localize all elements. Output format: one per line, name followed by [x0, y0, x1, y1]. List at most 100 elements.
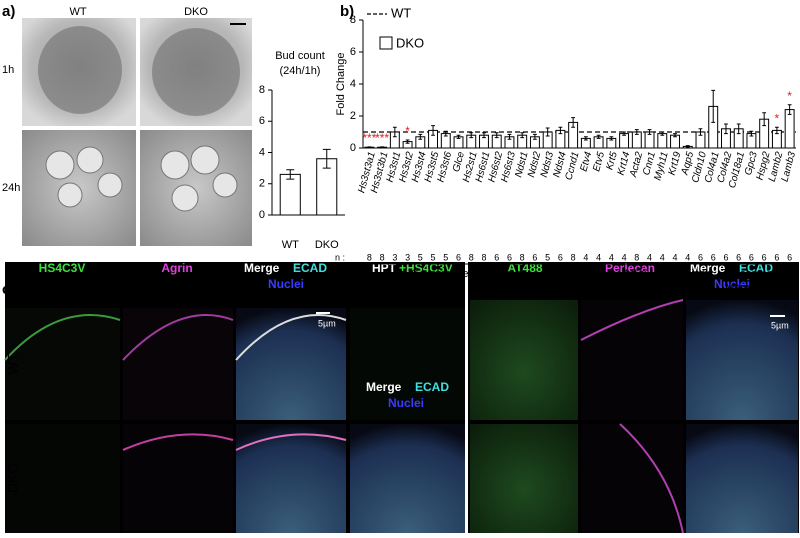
- x-tick-label: Etv5: [591, 150, 607, 173]
- n-label: 6: [762, 252, 767, 262]
- row-label: 1h: [2, 64, 14, 76]
- n-label: 6: [558, 252, 563, 262]
- panel-b: b): [340, 3, 354, 20]
- image: [236, 424, 346, 533]
- error-bar: [367, 146, 372, 149]
- error-bar: [418, 133, 423, 140]
- error-bar: [736, 123, 741, 135]
- n-label: 6: [749, 252, 754, 262]
- bar: [657, 133, 668, 149]
- y-tick-label: 8: [350, 14, 356, 26]
- n-label: 4: [596, 252, 601, 262]
- n-label: 6: [736, 252, 741, 262]
- channel-label: Merge: [366, 380, 402, 394]
- n-label: 4: [583, 252, 588, 262]
- image-detail: [235, 314, 347, 361]
- significance: *: [775, 111, 780, 125]
- bar: [619, 133, 630, 149]
- image-detail: [122, 314, 234, 361]
- x-tick-label: Glce: [451, 150, 467, 173]
- significance: *: [405, 124, 410, 138]
- panel-label: a): [2, 3, 15, 20]
- y-tick-label: 0: [350, 142, 356, 154]
- error-bar: [482, 132, 486, 139]
- channel-label: ECAD: [415, 380, 449, 394]
- group-label: Acinar: [679, 268, 711, 280]
- error-bar: [431, 125, 435, 136]
- channel-label: Agrin: [161, 261, 192, 275]
- channel-label: ECAD: [293, 261, 327, 275]
- n-label: 6: [774, 252, 779, 262]
- legend-label: WT: [391, 5, 411, 20]
- error-bar: [392, 126, 397, 138]
- image: [5, 308, 120, 420]
- n-label: 8: [520, 252, 525, 262]
- chart-title: Bud count: [275, 50, 325, 62]
- col-label: WT: [69, 6, 86, 18]
- col-label: DKO: [184, 6, 208, 18]
- x-tick-label: Etv4: [579, 150, 595, 173]
- image: [236, 308, 346, 420]
- y-tick-label: 2: [259, 178, 265, 190]
- n-label: 8: [571, 252, 576, 262]
- legend-swatch: [379, 36, 393, 50]
- x-tick-label: DKO: [315, 239, 339, 251]
- error-bar: [545, 127, 550, 137]
- error-bar: [558, 126, 563, 135]
- image-detail: [619, 423, 684, 534]
- group-label: HS biosynthetic enzymes: [403, 268, 527, 280]
- n-label: 4: [609, 252, 614, 262]
- channel-label: AT488: [507, 261, 542, 275]
- error-bar: [469, 132, 474, 139]
- y-tick-label: 4: [259, 146, 265, 158]
- n-label: 6: [723, 252, 728, 262]
- error-bar: [405, 139, 410, 144]
- channel-label: Nuclei: [388, 396, 424, 410]
- n-label: 6: [494, 252, 499, 262]
- image-detail: [4, 314, 121, 361]
- n-label: 4: [647, 252, 652, 262]
- image: [581, 300, 683, 420]
- error-bar: [698, 128, 703, 136]
- image: [686, 300, 798, 420]
- error-bar: [660, 131, 665, 136]
- error-bar: [774, 126, 779, 135]
- error-bar: [571, 117, 576, 128]
- channel-label: Perlecan: [605, 261, 655, 275]
- error-bar: [322, 148, 331, 169]
- n-label: 6: [456, 252, 461, 262]
- significance: *: [787, 89, 792, 103]
- channel-label: Merge: [690, 261, 726, 275]
- panel-a: a) WT DKO 1h 24h: [2, 3, 252, 246]
- error-bar: [622, 131, 626, 136]
- scale-label: 5µm: [771, 320, 789, 330]
- image-detail: [38, 26, 122, 114]
- channel-label: HPT: [372, 261, 397, 275]
- error-bar: [711, 89, 716, 123]
- error-bar: [443, 130, 448, 137]
- image: [686, 424, 798, 533]
- image-detail: [152, 28, 240, 116]
- error-bar: [787, 104, 792, 115]
- image: [123, 308, 233, 420]
- group-label: MEC: [625, 268, 650, 280]
- panel-c: c) HS4C3V Agrin Merge ECAD Nuclei HPT +H…: [2, 261, 465, 533]
- y-tick-label: 8: [259, 84, 265, 96]
- n-label: 5: [418, 252, 423, 262]
- image: [470, 300, 578, 420]
- legend-label: DKO: [396, 35, 424, 50]
- x-tick-label: WT: [282, 239, 299, 251]
- n-label: 5: [443, 252, 448, 262]
- group-label: Signaling: [563, 282, 608, 294]
- bar: [784, 109, 795, 149]
- n-label: 8: [469, 252, 474, 262]
- group-label: Basement: [727, 268, 777, 280]
- panel-d: d) AT488 Perlecan Merge ECAD Nuclei 5µm: [468, 261, 799, 534]
- error-bar: [749, 130, 754, 137]
- error-bar: [286, 169, 295, 180]
- n-label: 4: [673, 252, 678, 262]
- n-label: 6: [507, 252, 512, 262]
- n-label: 3: [405, 252, 410, 262]
- error-bar: [583, 136, 588, 141]
